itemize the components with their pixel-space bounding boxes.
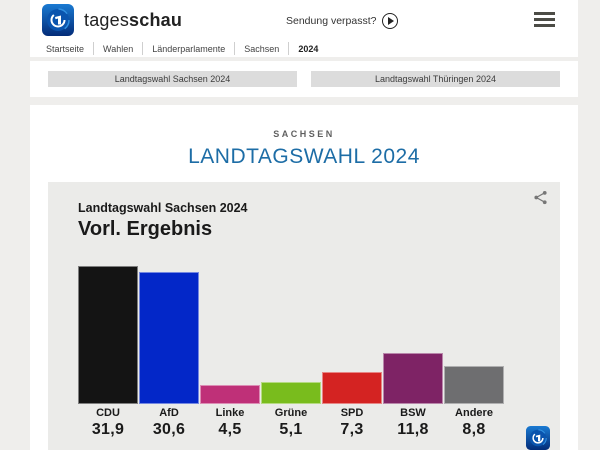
breadcrumb-divider — [93, 42, 95, 55]
sendung-verpasst-label: Sendung verpasst? — [286, 15, 377, 27]
bar-label-spd: SPD — [340, 407, 364, 419]
bar-label-cdu: CDU — [96, 407, 120, 419]
breadcrumb-item-startseite[interactable]: Startseite — [46, 43, 85, 54]
bar-spd — [322, 372, 382, 404]
share-icon[interactable] — [533, 190, 548, 205]
bar-grne — [261, 382, 321, 404]
tab-landtagswahl-sachsen[interactable]: Landtagswahl Sachsen 2024 — [48, 71, 297, 87]
bar-value-bsw: 11,8 — [397, 421, 429, 438]
bar-label-grne: Grüne — [274, 407, 308, 419]
tagesschau-watermark-icon — [526, 426, 550, 450]
breadcrumb-item-laenderparlamente[interactable]: Länderparlamente — [152, 43, 226, 54]
bar-label-afd: AfD — [159, 407, 179, 419]
election-tabs: Landtagswahl Sachsen 2024 Landtagswahl T… — [30, 61, 578, 97]
page-title: LANDTAGSWAHL 2024 — [188, 145, 420, 168]
bar-label-linke: Linke — [215, 407, 245, 419]
bar-linke — [200, 385, 260, 404]
results-chart: Landtagswahl Sachsen 2024 Vorl. Ergebnis… — [48, 182, 560, 450]
tab-landtagswahl-thueringen[interactable]: Landtagswahl Thüringen 2024 — [311, 71, 560, 87]
breadcrumb-divider — [234, 42, 236, 55]
site-header: tagesschau Sendung verpasst? Startseite … — [30, 0, 578, 57]
chart-title: Landtagswahl Sachsen 2024 — [78, 201, 248, 215]
bar-value-afd: 30,6 — [152, 421, 186, 438]
play-icon[interactable] — [382, 13, 399, 29]
bar-label-andere: Andere — [455, 407, 493, 419]
breadcrumb-item-sachsen[interactable]: Sachsen — [244, 43, 280, 54]
brand-wordmark[interactable]: tagesschau — [84, 9, 183, 30]
bar-chart-plot — [78, 265, 530, 404]
sendung-verpasst-link[interactable]: Sendung verpasst? — [286, 13, 399, 29]
breadcrumb: Startseite Wahlen Länderparlamente Sachs… — [30, 40, 578, 57]
chart-subtitle: Vorl. Ergebnis — [78, 218, 213, 240]
hamburger-menu-icon[interactable] — [534, 12, 555, 30]
bar-bsw — [383, 353, 443, 404]
bar-cdu — [78, 266, 138, 404]
breadcrumb-item-wahlen[interactable]: Wahlen — [103, 43, 134, 54]
main-content: SACHSEN LANDTAGSWAHL 2024 Landtagswahl S… — [30, 105, 578, 450]
bar-afd — [139, 272, 199, 404]
bar-value-linke: 4,5 — [218, 421, 242, 438]
bar-value-cdu: 31,9 — [91, 421, 125, 438]
page-kicker: SACHSEN — [273, 129, 335, 139]
bar-value-andere: 8,8 — [462, 421, 486, 438]
bar-label-bsw: BSW — [400, 407, 426, 419]
tagesschau-logo-icon[interactable] — [42, 4, 74, 36]
brand[interactable]: tagesschau — [30, 0, 578, 40]
bar-value-spd: 7,3 — [340, 421, 364, 438]
breadcrumb-item-2024: 2024 — [298, 43, 319, 54]
bar-andere — [444, 366, 504, 404]
bar-value-grne: 5,1 — [279, 421, 303, 438]
bar-chart-labels: CDU 31,9 AfD 30,6 Linke 4,5 Grüne 5,1 SPD 7,3 BSW 1… — [78, 407, 530, 439]
page: tagesschau Sendung verpasst? Startseite … — [0, 0, 578, 450]
breadcrumb-divider — [142, 42, 144, 55]
breadcrumb-divider — [288, 42, 290, 55]
